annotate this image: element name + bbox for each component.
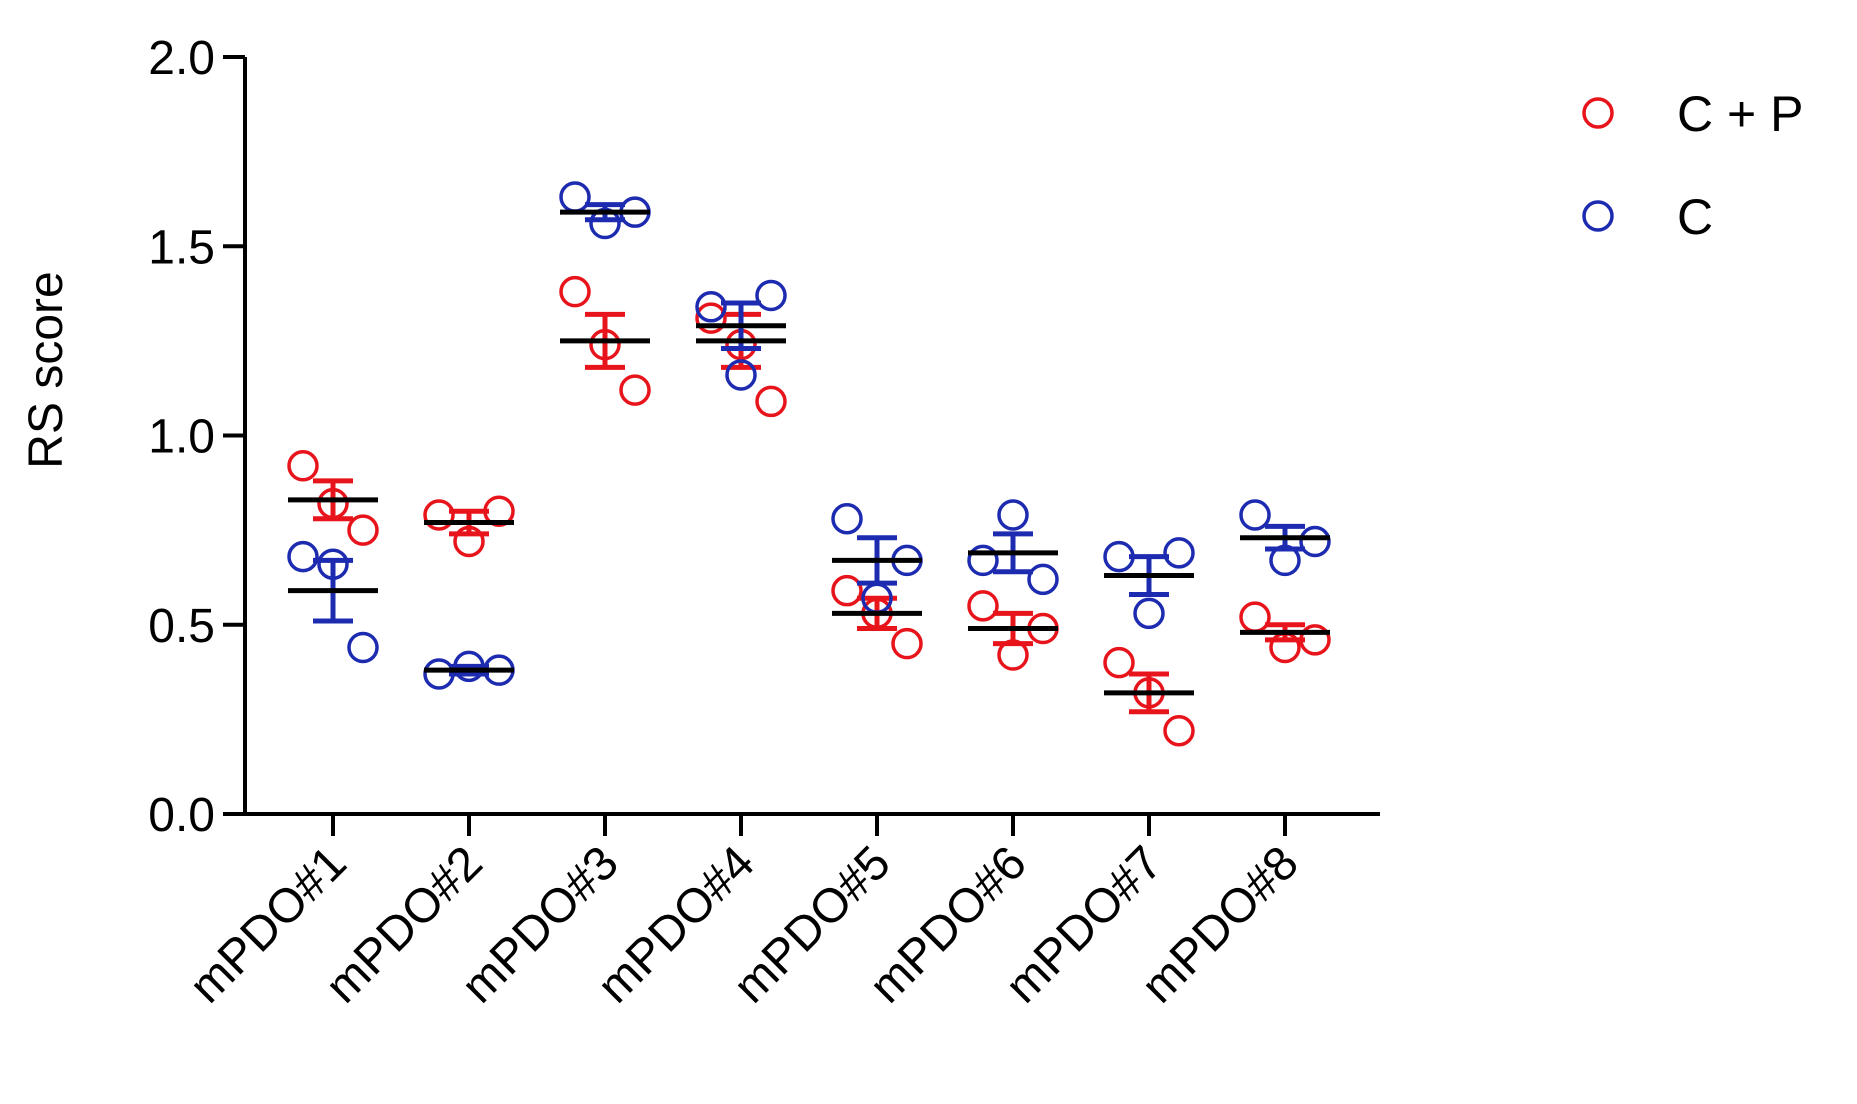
data-point — [1299, 525, 1331, 558]
axes: 0.0 0.5 1.0 1.5 2.0 mPDO#1mPDO#2mPDO#3mPDO#4… — [20, 32, 1380, 1013]
data-point — [559, 275, 591, 308]
data-point — [755, 279, 787, 312]
data-point — [287, 450, 319, 482]
data-point — [1133, 597, 1165, 630]
y-tick-label: 2.0 — [148, 32, 215, 85]
y-tick-label: 1.5 — [148, 221, 215, 274]
series-1 — [287, 181, 1331, 690]
data-point — [725, 359, 757, 391]
legend: C + P C — [1582, 86, 1803, 245]
y-ticks: 0.0 0.5 1.0 1.5 2.0 — [148, 32, 245, 842]
data-point — [1103, 646, 1135, 679]
y-tick-label: 0.0 — [148, 789, 215, 842]
data-point — [423, 499, 455, 531]
data-point — [559, 181, 591, 213]
y-tick-label: 0.5 — [148, 600, 215, 653]
data-point — [755, 385, 787, 418]
mean-lines-0 — [288, 338, 1330, 696]
mean-lines-1 — [288, 209, 1330, 673]
data-point — [1239, 499, 1271, 531]
data-point — [1239, 601, 1271, 633]
series-0 — [287, 275, 1331, 747]
data-point — [891, 627, 923, 660]
data-point — [1027, 563, 1059, 596]
data-point — [997, 499, 1029, 531]
data-point — [423, 658, 455, 690]
y-axis-label: RS score — [20, 271, 73, 468]
x-ticks: mPDO#1mPDO#2mPDO#3mPDO#4mPDO#5mPDO#6mPDO… — [180, 814, 1309, 1013]
legend-label: C + P — [1677, 86, 1803, 142]
data-point — [347, 631, 379, 664]
data-point — [695, 291, 727, 323]
data-point — [1163, 714, 1195, 747]
data-point — [967, 544, 999, 577]
legend-marker — [1582, 97, 1614, 129]
data-point — [347, 514, 379, 546]
data-point — [287, 540, 319, 573]
legend-marker — [1582, 200, 1614, 232]
data-point — [1103, 540, 1135, 573]
data-point — [1163, 537, 1195, 569]
plot-area — [287, 181, 1331, 747]
legend-label: C — [1677, 189, 1713, 245]
data-point — [619, 374, 651, 406]
data-point — [831, 574, 863, 607]
y-tick-label: 1.0 — [148, 411, 215, 464]
data-point — [967, 590, 999, 622]
data-point — [695, 302, 727, 334]
data-point — [831, 503, 863, 535]
